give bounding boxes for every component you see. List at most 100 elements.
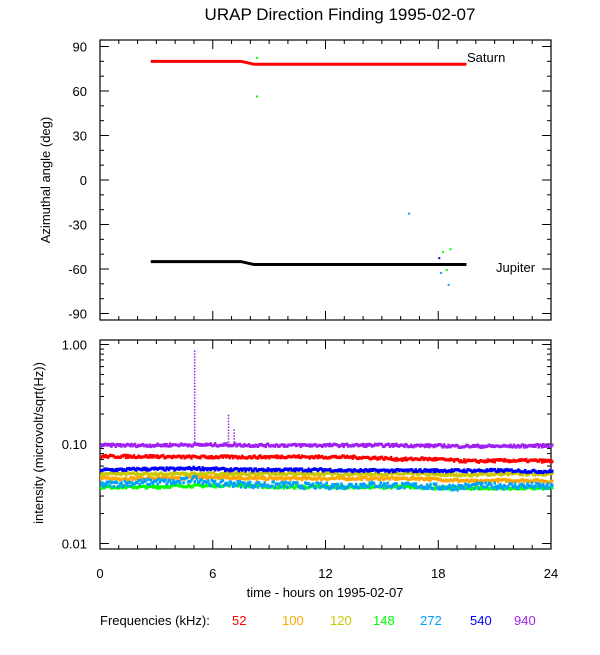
intensity-point [402, 482, 405, 486]
legend-item-100: 100 [282, 613, 304, 628]
intensity-point [410, 443, 413, 447]
intensity-point [256, 471, 260, 475]
legend-item-940: 940 [514, 613, 536, 628]
intensity-point [378, 483, 381, 487]
intensity-point [361, 485, 365, 489]
intensity-point [279, 456, 282, 460]
intensity-point [401, 458, 404, 462]
intensity-point [551, 479, 554, 483]
intensity-point [270, 484, 273, 488]
y-tick-label: 30 [73, 129, 87, 144]
intensity-point [521, 473, 525, 477]
intensity-point [540, 445, 544, 449]
intensity-point [104, 483, 108, 487]
intensity-point [389, 455, 393, 459]
intensity-point [546, 482, 549, 486]
spike-point [193, 365, 196, 367]
intensity-point [209, 442, 212, 446]
y-tick-label: -90 [68, 307, 87, 322]
intensity-point [477, 486, 481, 490]
intensity-point [173, 480, 176, 484]
intensity-point [296, 481, 299, 485]
intensity-point [311, 482, 315, 486]
intensity-point [496, 484, 500, 488]
intensity-point [521, 478, 525, 482]
intensity-point [443, 468, 447, 472]
intensity-point [129, 444, 132, 448]
intensity-point [466, 486, 469, 490]
spike-point [193, 353, 196, 355]
intensity-point [448, 483, 451, 487]
intensity-point [235, 483, 238, 487]
intensity-point [495, 487, 499, 491]
spike-point [193, 373, 196, 376]
intensity-point [227, 454, 230, 458]
intensity-point [372, 481, 376, 485]
intensity-point [191, 476, 194, 480]
intensity-point [109, 484, 112, 488]
intensity-point [236, 467, 239, 471]
intensity-point [149, 455, 153, 459]
intensity-point [209, 484, 212, 488]
intensity-point [541, 443, 545, 447]
intensity-axis-label: intensity (microvolt/sqrt(Hz)) [31, 362, 46, 524]
intensity-point [351, 456, 354, 460]
intensity-point [137, 476, 140, 480]
intensity-point [129, 484, 132, 488]
intensity-point [199, 456, 202, 460]
intensity-point [386, 473, 389, 477]
intensity-point [468, 479, 472, 483]
intensity-point [109, 442, 112, 446]
intensity-point [342, 473, 345, 477]
intensity-point [363, 443, 367, 447]
intensity-point [353, 485, 357, 489]
intensity-point [282, 478, 286, 482]
x-axis-label: time - hours on 1995-02-07 [247, 585, 404, 600]
intensity-point [414, 482, 418, 486]
intensity-point [411, 468, 414, 472]
intensity-point [339, 486, 342, 490]
intensity-point [350, 455, 353, 459]
intensity-point [230, 482, 234, 486]
intensity-point [413, 486, 416, 490]
intensity-point [118, 471, 121, 475]
intensity-point [359, 476, 362, 480]
intensity-point [423, 471, 427, 475]
spike-point [193, 426, 196, 428]
intensity-point [229, 467, 233, 471]
azimuth-panel: 90 60 30 0 -30 -60 -90 [68, 39, 552, 322]
plot-frame [99, 39, 552, 321]
series-540-khz [100, 465, 554, 475]
intensity-point [484, 481, 487, 485]
intensity-point [239, 475, 243, 479]
intensity-point [485, 460, 489, 464]
series-940-khz [100, 442, 554, 450]
spike-point [233, 432, 235, 434]
intensity-point [182, 481, 185, 485]
intensity-point [230, 454, 234, 458]
intensity-point [227, 483, 230, 487]
intensity-point [237, 473, 241, 477]
intensity-point [510, 482, 513, 486]
df-point [255, 95, 258, 98]
intensity-point [354, 482, 358, 486]
intensity-point [245, 483, 248, 487]
intensity-point [540, 460, 544, 464]
legend: 52 100 120 148 272 540 940 [232, 613, 536, 628]
intensity-point [130, 481, 133, 485]
intensity-point [380, 476, 384, 480]
intensity-point [508, 445, 511, 449]
y-tick-label: 1.00 [62, 338, 87, 353]
spike-point [227, 432, 230, 434]
intensity-point [336, 482, 340, 486]
intensity-point [229, 471, 233, 475]
spike-point [227, 426, 230, 428]
spike-point [233, 444, 235, 446]
intensity-point [470, 474, 474, 478]
intensity-point [128, 480, 131, 484]
intensity-point [320, 454, 324, 458]
intensity-point [136, 456, 139, 460]
intensity-point [147, 477, 150, 481]
spike-point [193, 423, 196, 426]
